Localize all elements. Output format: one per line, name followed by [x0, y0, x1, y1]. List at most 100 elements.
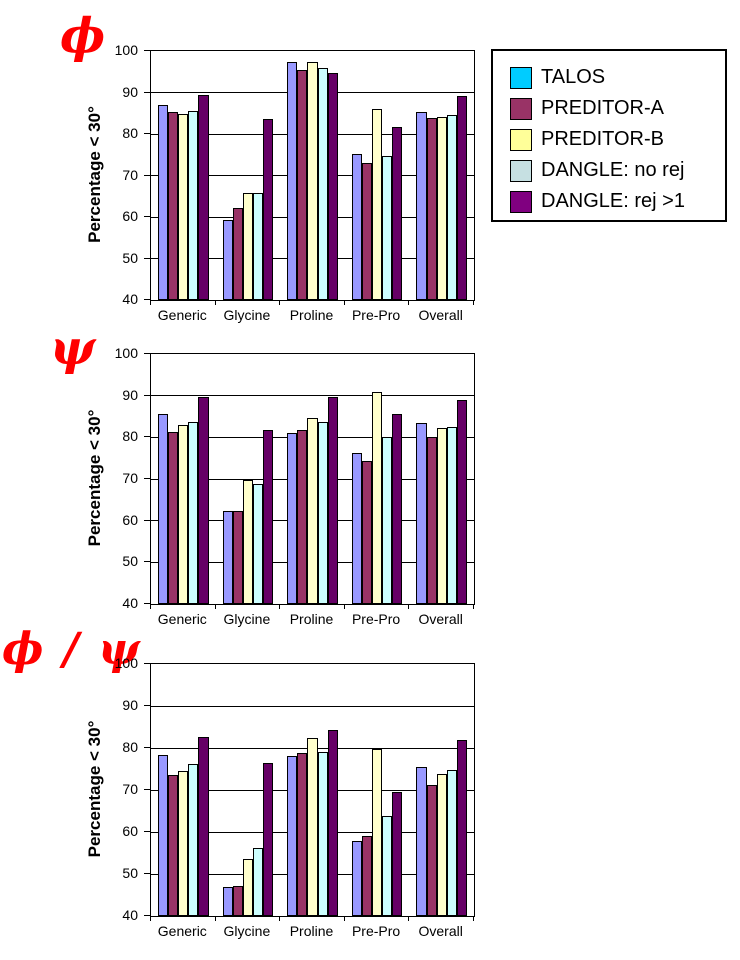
- y-tick-label: 50: [122, 553, 138, 570]
- bar-preditor-a-proline: [297, 752, 308, 916]
- y-tick-mark: [144, 394, 150, 396]
- bar-preditor-a-generic: [168, 112, 179, 300]
- y-tick-mark: [144, 478, 150, 479]
- x-category-label: Generic: [157, 923, 207, 939]
- plot-area: [150, 353, 475, 605]
- chart-title: ψ: [50, 320, 98, 376]
- x-tick-mark: [473, 301, 474, 305]
- bar-dangle-rej-1-glycine: [263, 119, 274, 300]
- x-category-label: Pre-Pro: [351, 923, 401, 939]
- bar-dangle-no-rej-overall: [446, 115, 457, 300]
- y-tick-label: 80: [122, 428, 138, 445]
- bar-preditor-a-pre-pro: [361, 836, 373, 916]
- y-tick-mark: [144, 561, 150, 563]
- y-tick-label: 60: [122, 511, 138, 528]
- chart-title: ϕ / ψ: [2, 624, 142, 675]
- y-tick-label: 90: [122, 697, 138, 713]
- y-tick-mark: [144, 705, 150, 706]
- legend-label: TALOS: [541, 66, 606, 88]
- bar-dangle-no-rej-generic: [188, 110, 199, 300]
- bar-talos-glycine: [222, 510, 233, 604]
- bar-preditor-a-overall: [426, 436, 437, 604]
- x-tick-mark: [343, 917, 345, 921]
- bar-dangle-rej-1-generic: [198, 95, 209, 300]
- legend-swatch-talos: [510, 66, 532, 89]
- bar-dangle-rej-1-proline: [327, 729, 338, 916]
- x-category-label: Overall: [418, 611, 463, 627]
- y-tick-label: 80: [122, 739, 138, 755]
- bar-talos-glycine: [222, 887, 233, 916]
- x-tick-mark: [279, 605, 281, 609]
- bar-preditor-b-overall: [436, 774, 447, 916]
- legend-item: TALOS: [510, 62, 725, 93]
- y-tick-mark: [144, 519, 150, 521]
- bar-dangle-rej-1-glycine: [263, 763, 274, 916]
- bar-talos-generic: [158, 414, 169, 604]
- x-tick-mark: [279, 917, 281, 921]
- bar-preditor-b-overall: [436, 117, 447, 300]
- x-tick-mark: [408, 301, 410, 305]
- bar-dangle-rej-1-overall: [456, 740, 467, 916]
- bar-dangle-rej-1-proline: [327, 397, 338, 604]
- legend-label: PREDITOR-B: [541, 128, 664, 150]
- legend-swatch-preditor-b: [510, 128, 532, 151]
- x-tick-mark: [150, 605, 151, 609]
- bar-dangle-no-rej-generic: [188, 421, 199, 604]
- bar-preditor-b-pre-pro: [372, 109, 383, 300]
- y-tick-mark: [144, 91, 150, 93]
- y-tick-mark: [144, 436, 150, 438]
- bar-preditor-b-proline: [307, 418, 318, 604]
- y-tick-label: 60: [122, 823, 138, 839]
- bar-talos-glycine: [222, 219, 233, 300]
- bar-dangle-rej-1-overall: [456, 399, 467, 604]
- y-tick-label: 50: [122, 249, 138, 266]
- bar-dangle-no-rej-pre-pro: [382, 436, 393, 604]
- x-category-label: Pre-Pro: [351, 611, 401, 627]
- x-category-label: Proline: [289, 611, 334, 627]
- bar-talos-overall: [416, 422, 427, 604]
- y-tick-label: 40: [122, 907, 138, 923]
- x-category-label: Generic: [157, 611, 207, 627]
- x-tick-mark: [473, 605, 474, 609]
- y-tick-mark: [144, 663, 150, 664]
- bar-talos-overall: [416, 111, 427, 300]
- bar-talos-pre-pro: [351, 153, 362, 300]
- x-tick-mark: [473, 917, 474, 921]
- bar-talos-proline: [287, 433, 298, 604]
- bar-talos-pre-pro: [351, 453, 362, 604]
- y-tick-mark: [144, 353, 150, 354]
- y-tick-mark: [144, 915, 150, 916]
- bar-dangle-no-rej-overall: [446, 427, 457, 604]
- bar-dangle-no-rej-generic: [188, 763, 199, 916]
- bar-dangle-no-rej-proline: [317, 752, 328, 916]
- y-tick-mark: [144, 831, 150, 832]
- bar-dangle-no-rej-pre-pro: [382, 156, 393, 300]
- bar-dangle-rej-1-generic: [198, 737, 209, 916]
- x-category-label: Proline: [289, 307, 334, 323]
- y-tick-label: 70: [122, 470, 138, 486]
- bar-preditor-a-proline: [297, 429, 308, 604]
- bar-dangle-rej-1-pre-pro: [392, 792, 403, 916]
- x-category-label: Overall: [418, 923, 463, 939]
- x-tick-mark: [214, 917, 216, 921]
- bar-talos-proline: [287, 61, 298, 300]
- legend-item: PREDITOR-B: [510, 124, 725, 155]
- legend-item: DANGLE: rej >1: [510, 186, 725, 217]
- bar-preditor-b-generic: [178, 113, 189, 300]
- x-category-label: Overall: [418, 307, 463, 323]
- y-tick-mark: [144, 133, 150, 134]
- bar-dangle-rej-1-glycine: [263, 429, 274, 604]
- y-tick-mark: [144, 873, 150, 874]
- bar-dangle-rej-1-pre-pro: [392, 127, 403, 300]
- bar-preditor-b-glycine: [242, 858, 253, 916]
- y-tick-mark: [144, 789, 150, 790]
- bar-preditor-b-proline: [307, 737, 318, 916]
- legend-label: PREDITOR-A: [541, 97, 664, 119]
- bar-preditor-a-proline: [297, 69, 308, 300]
- bar-dangle-no-rej-proline: [317, 422, 328, 604]
- y-tick-label: 50: [122, 865, 138, 881]
- x-category-label: Generic: [157, 307, 207, 323]
- bar-preditor-a-generic: [168, 775, 179, 916]
- y-tick-label: 100: [114, 42, 138, 58]
- bar-preditor-b-glycine: [242, 193, 253, 300]
